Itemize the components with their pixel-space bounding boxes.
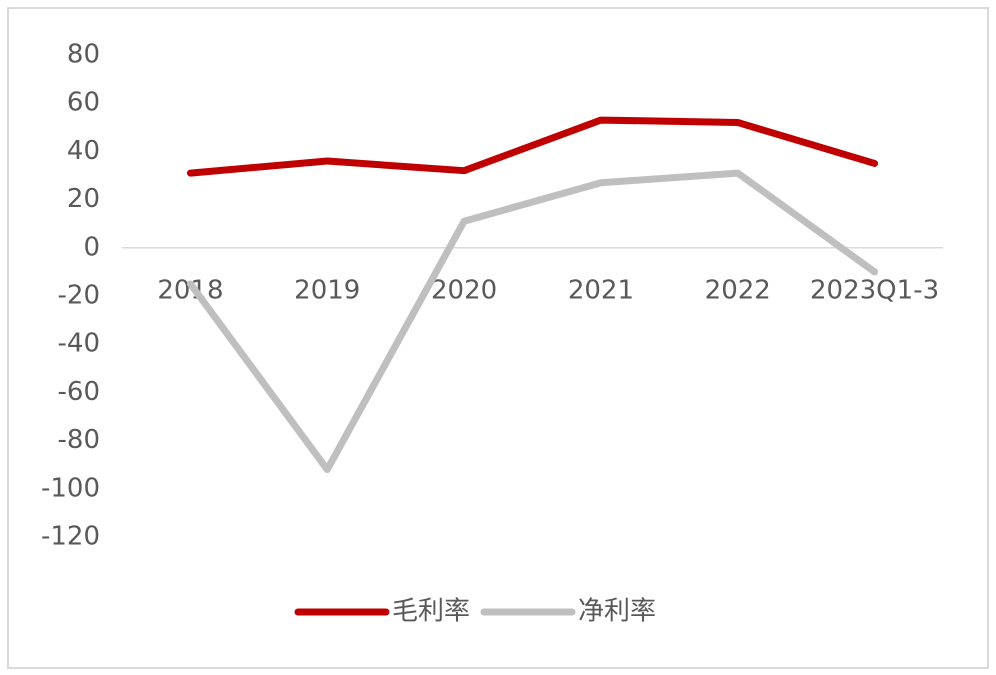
y-tick-label: -40 xyxy=(58,329,100,359)
legend-label: 净利率 xyxy=(578,597,656,627)
series-line xyxy=(186,169,879,474)
y-tick-label: -120 xyxy=(41,522,100,552)
x-tick-label: 2019 xyxy=(294,275,360,305)
x-tick-label: 2022 xyxy=(705,275,771,305)
y-tick-label: -80 xyxy=(58,425,100,455)
x-tick-label: 2018 xyxy=(157,275,223,305)
x-tick-label: 2020 xyxy=(431,275,497,305)
y-tick-label: 80 xyxy=(67,40,100,70)
y-tick-label: 60 xyxy=(67,88,100,118)
y-tick-label: -20 xyxy=(58,281,100,311)
y-tick-label: 0 xyxy=(83,232,100,262)
y-tick-label: 20 xyxy=(67,184,100,214)
legend-label: 毛利率 xyxy=(392,597,470,627)
y-tick-label: 40 xyxy=(67,136,100,166)
x-tick-label: 2021 xyxy=(568,275,634,305)
y-tick-label: -100 xyxy=(41,473,100,503)
x-tick-label: 2023Q1-3 xyxy=(810,275,939,305)
y-tick-label: -60 xyxy=(58,377,100,407)
series-line xyxy=(186,116,879,177)
chart-border xyxy=(7,7,989,669)
